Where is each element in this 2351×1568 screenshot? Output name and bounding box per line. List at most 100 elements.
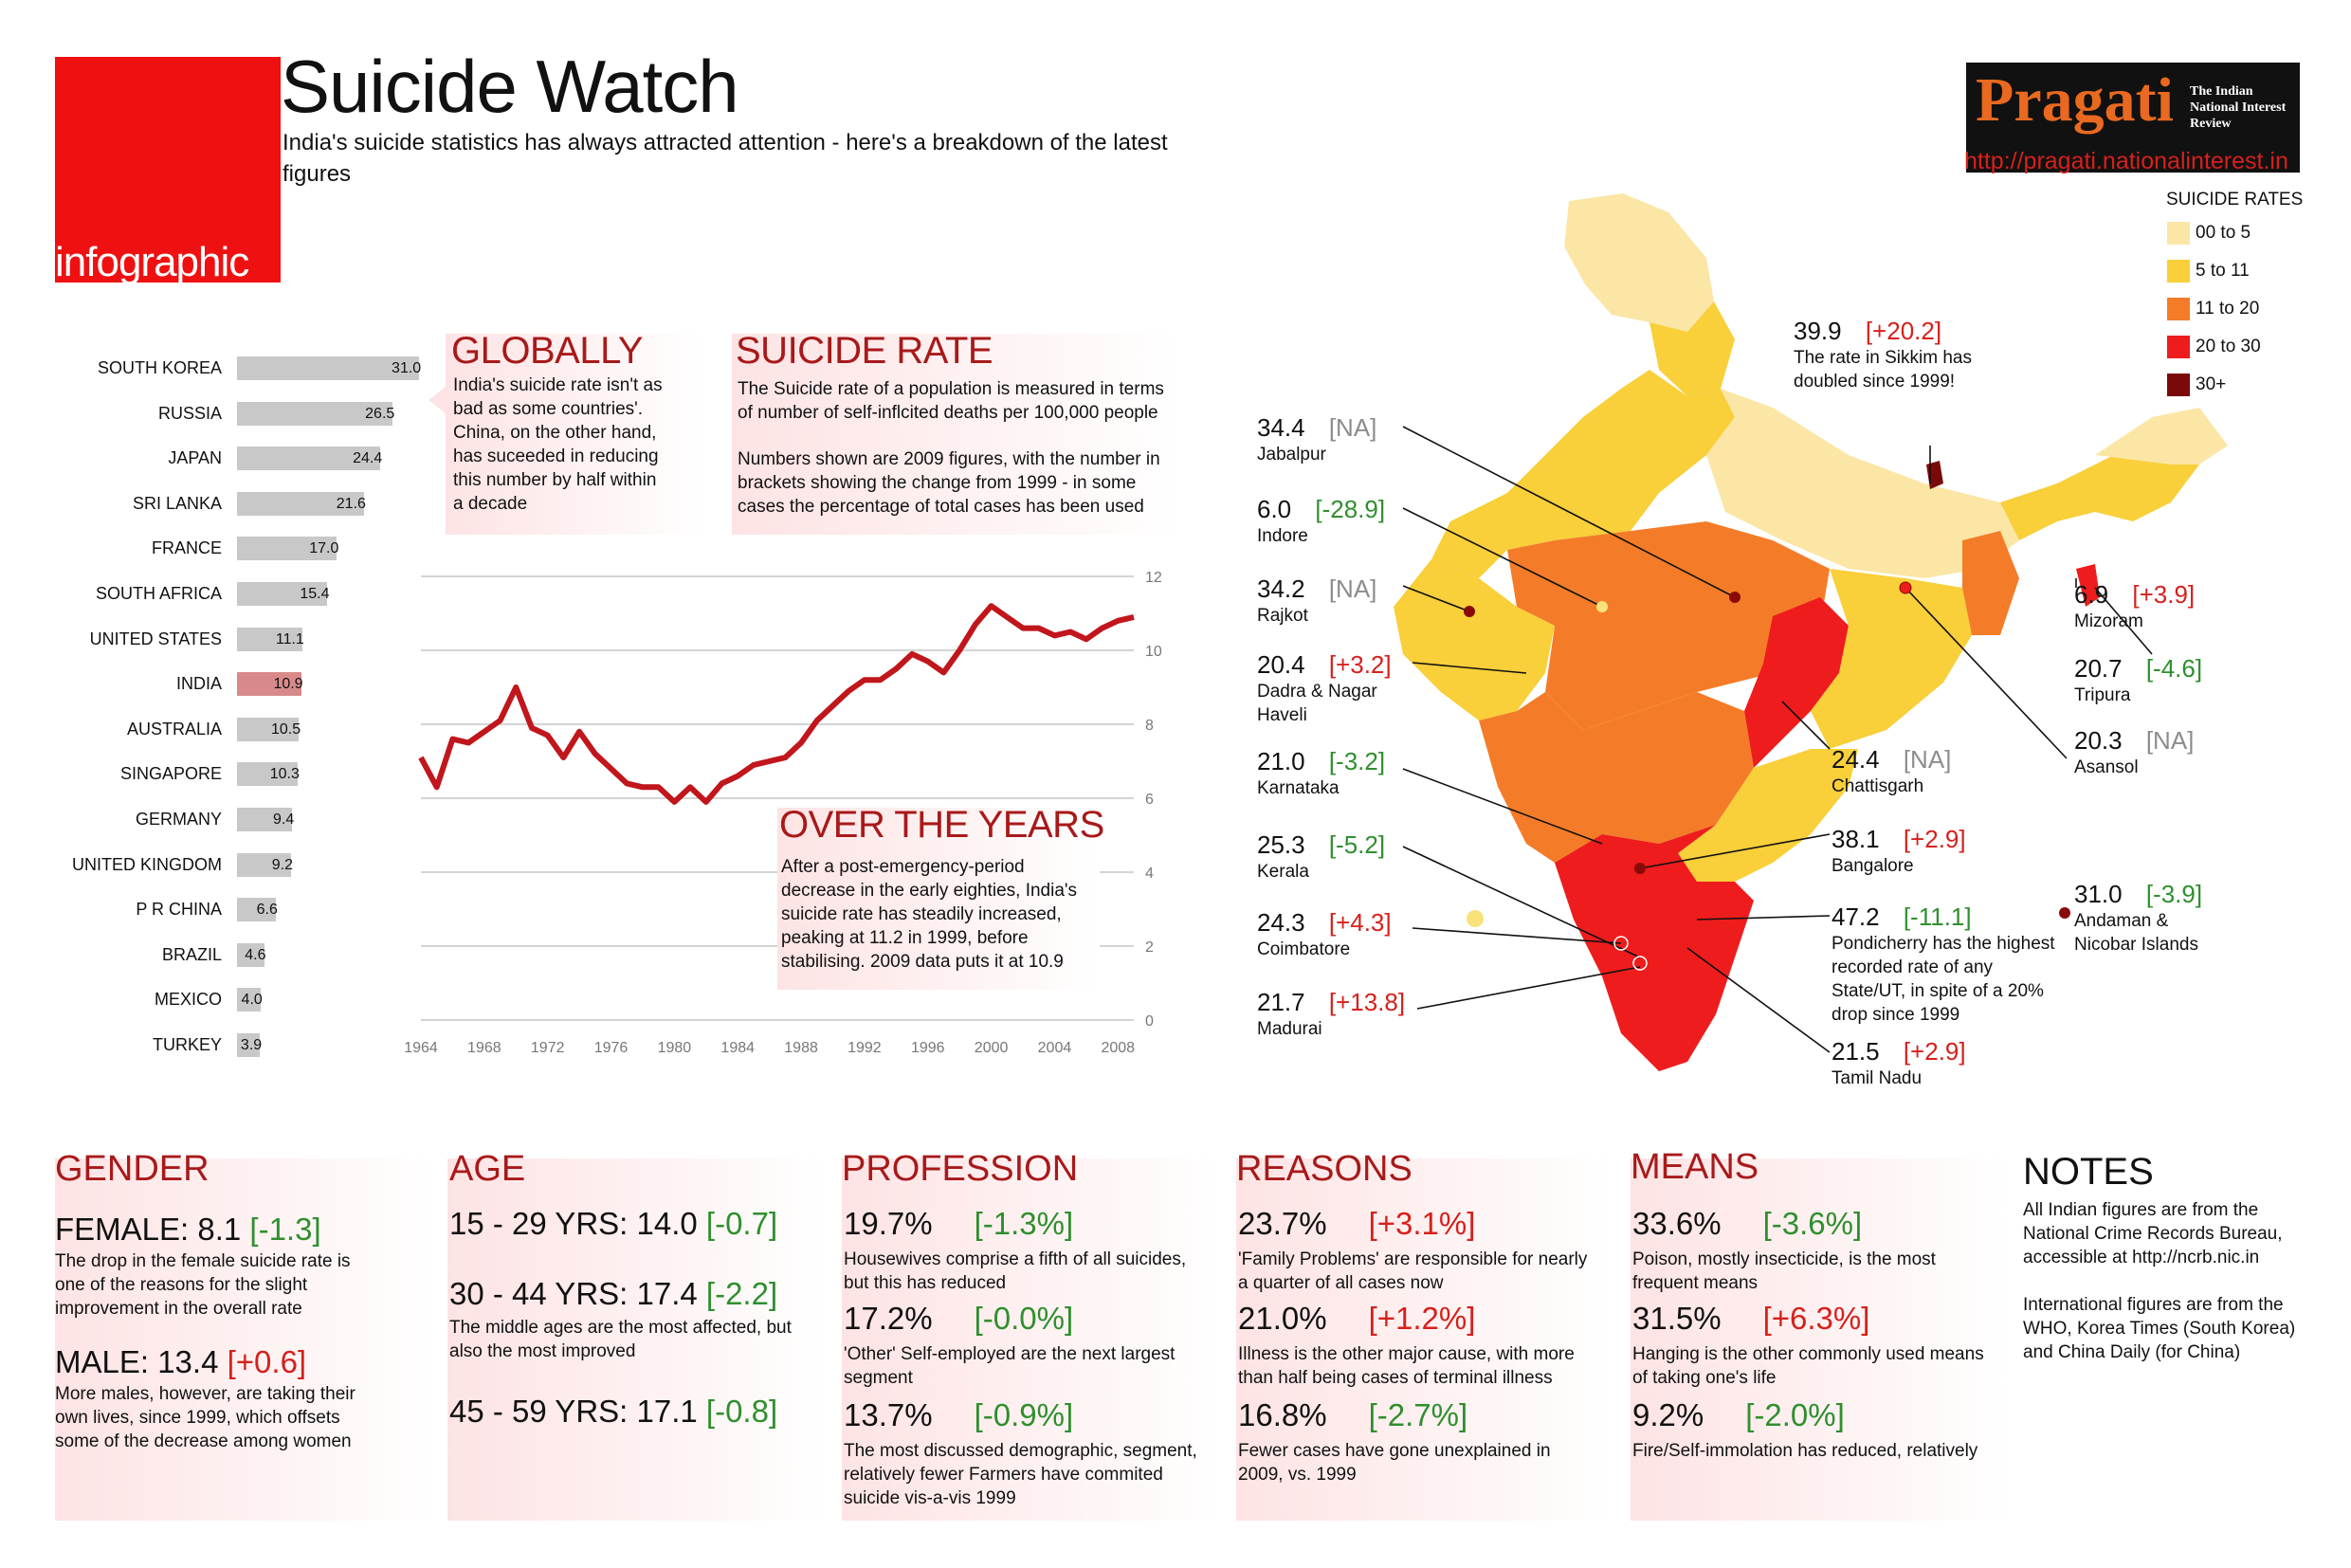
marker-asansol (1899, 581, 1912, 594)
legend-label: 00 to 5 (2196, 223, 2251, 244)
legend-swatch (2167, 298, 2190, 320)
bar-category-label: SINGAPORE (119, 764, 222, 784)
callout-change: [+3.9] (2125, 580, 2196, 609)
map-region-northeast (2000, 436, 2199, 540)
bar-category-label: SOUTH KOREA (97, 358, 222, 377)
callout-change: [NA] (1321, 413, 1377, 442)
callout-label: Karnataka (1257, 778, 1340, 798)
x-tick-label: 1984 (720, 1040, 755, 1056)
bar (237, 942, 264, 967)
suicide-rate-panel (732, 334, 1177, 535)
bar-category-label: SOUTH AFRICA (95, 584, 222, 603)
y-tick-label: 10 (1145, 644, 1162, 660)
callout-label: Bangalore (1832, 856, 1914, 876)
bar-value-label: 24.4 (353, 450, 383, 467)
stat-percent: 17.2% (844, 1301, 933, 1336)
callout-label: The rate in Sikkim has doubled since 199… (1794, 348, 1972, 392)
callout-label: Mizoram (2074, 611, 2143, 631)
stat-percent: 13.7% (844, 1397, 933, 1432)
map-region-lakshadweep (1467, 910, 1484, 927)
callout-label: Rajkot (1257, 606, 1308, 626)
bar-value-label: 10.5 (270, 720, 301, 738)
marker-andaman (2059, 907, 2070, 919)
callout-pointer (428, 387, 446, 413)
bar (237, 582, 328, 606)
means-heading: MEANS (1631, 1147, 1759, 1187)
notes-ncrb: All Indian figures are from the National… (2023, 1200, 2283, 1267)
x-tick-label: 2004 (1038, 1040, 1072, 1056)
map-region-northeast-top (2095, 408, 2228, 465)
legend-swatch (2167, 374, 2190, 396)
x-tick-label: 1996 (911, 1040, 945, 1056)
age-change: [-0.8] (705, 1394, 778, 1429)
map-region-maharashtra (1479, 692, 1754, 863)
stat-row: 33.6% [-3.6%] (1632, 1206, 1862, 1242)
map-region-east (1811, 569, 1972, 749)
x-tick-label: 1976 (594, 1040, 629, 1056)
profession-heading: PROFESSION (842, 1149, 1079, 1189)
legend-item: 5 to 11 (2167, 260, 2250, 283)
map-region-tripura-mizoram (2076, 564, 2100, 607)
bar (237, 401, 393, 426)
age-value: 45 - 59 YRS: 17.1 (449, 1394, 698, 1429)
x-tick-label: 1964 (404, 1040, 438, 1056)
bar-value-label: 9.2 (271, 856, 294, 873)
stat-percent: 9.2% (1632, 1397, 1704, 1432)
bar-value-label: 10.3 (269, 766, 300, 783)
callout-value: 47.2 (1832, 903, 1880, 931)
bar-value-label: 9.4 (273, 811, 295, 828)
stat-row: 23.7% [+3.1%] (1238, 1206, 1475, 1242)
stat-row: 31.5% [+6.3%] (1632, 1301, 1869, 1337)
callout-change: [+20.2] (1858, 317, 1942, 345)
india-rate-line-chart: 0 2 4 6 8 10 12 1964 1968 1972 1976 1980 1984 1988 199… (404, 570, 1162, 1056)
age-change: [-0.7] (705, 1206, 778, 1241)
map-callout: 20.3 [NA] Asansol (2074, 726, 2264, 779)
bar (237, 537, 337, 561)
logo-name: Pragati (1976, 65, 2174, 135)
suicide-rate-heading: SUICIDE RATE (736, 330, 993, 372)
bar-value-label: 17.0 (309, 540, 339, 557)
x-tick-label: 1972 (531, 1040, 565, 1056)
stat-description: Hanging is the other commonly used means… (1632, 1344, 1984, 1388)
bar-category-label: RUSSIA (157, 403, 222, 423)
age-panel (447, 1158, 825, 1521)
stat-description: Fewer cases have gone unexplained in 200… (1238, 1441, 1551, 1485)
means-panel (1631, 1158, 2008, 1521)
stat-row: 19.7% [-1.3%] (844, 1206, 1073, 1242)
age-30-44-text: The middle ages are the most affected, b… (449, 1318, 792, 1361)
stat-change: [-2.7%] (1368, 1397, 1468, 1432)
site-url-link[interactable]: http://pragati.nationalinterest.in (1964, 148, 2288, 174)
bar (237, 672, 301, 697)
map-callout: 6.0 [-28.9] Indore (1257, 495, 1447, 548)
callout-value: 39.9 (1794, 317, 1842, 345)
callout-label: Andaman & Nicobar Islands (2074, 911, 2198, 955)
legend-label: 5 to 11 (2196, 261, 2250, 282)
stat-row: 17.2% [-0.0%] (844, 1301, 1073, 1337)
bar (237, 627, 302, 651)
legend-swatch (2167, 260, 2190, 283)
y-tick-label: 8 (1145, 718, 1154, 734)
stat-row: 21.0% [+1.2%] (1238, 1301, 1475, 1337)
stat-description: Fire/Self-immolation has reduced, relati… (1632, 1441, 1978, 1461)
map-callout: 6.9 [+3.9] Mizoram (2074, 580, 2264, 633)
map-region-gangetic (1706, 389, 2019, 578)
notes-international: International figures are from the WHO, … (2023, 1295, 2296, 1362)
legend-swatch (2167, 336, 2190, 358)
globally-text: India's suicide rate isn't as bad as som… (453, 375, 663, 514)
callout-label: Tripura (2074, 685, 2131, 705)
legend-title: SUICIDE RATES (2166, 190, 2304, 210)
map-callout: 20.4 [+3.2] Dadra & Nagar Haveli (1257, 650, 1409, 727)
bar-value-label: 6.6 (256, 902, 278, 919)
gender-heading: GENDER (55, 1149, 210, 1189)
stat-change: [-0.0%] (974, 1301, 1074, 1336)
suicide-rate-note: Numbers shown are 2009 figures, with the… (738, 449, 1160, 517)
legend-item: 00 to 5 (2167, 222, 2251, 245)
stat-percent: 31.5% (1632, 1301, 1722, 1336)
map-callout: 47.2 [-11.1] Pondicherry has the highest … (1832, 903, 2059, 1027)
bar-category-label: INDIA (175, 674, 222, 694)
bar-category-label: P R CHINA (136, 900, 222, 920)
callout-value: 21.0 (1257, 747, 1305, 775)
male-label: MALE: 13.4 (55, 1344, 219, 1379)
callout-change: [-5.2] (1321, 830, 1386, 859)
callout-value: 25.3 (1257, 830, 1305, 859)
